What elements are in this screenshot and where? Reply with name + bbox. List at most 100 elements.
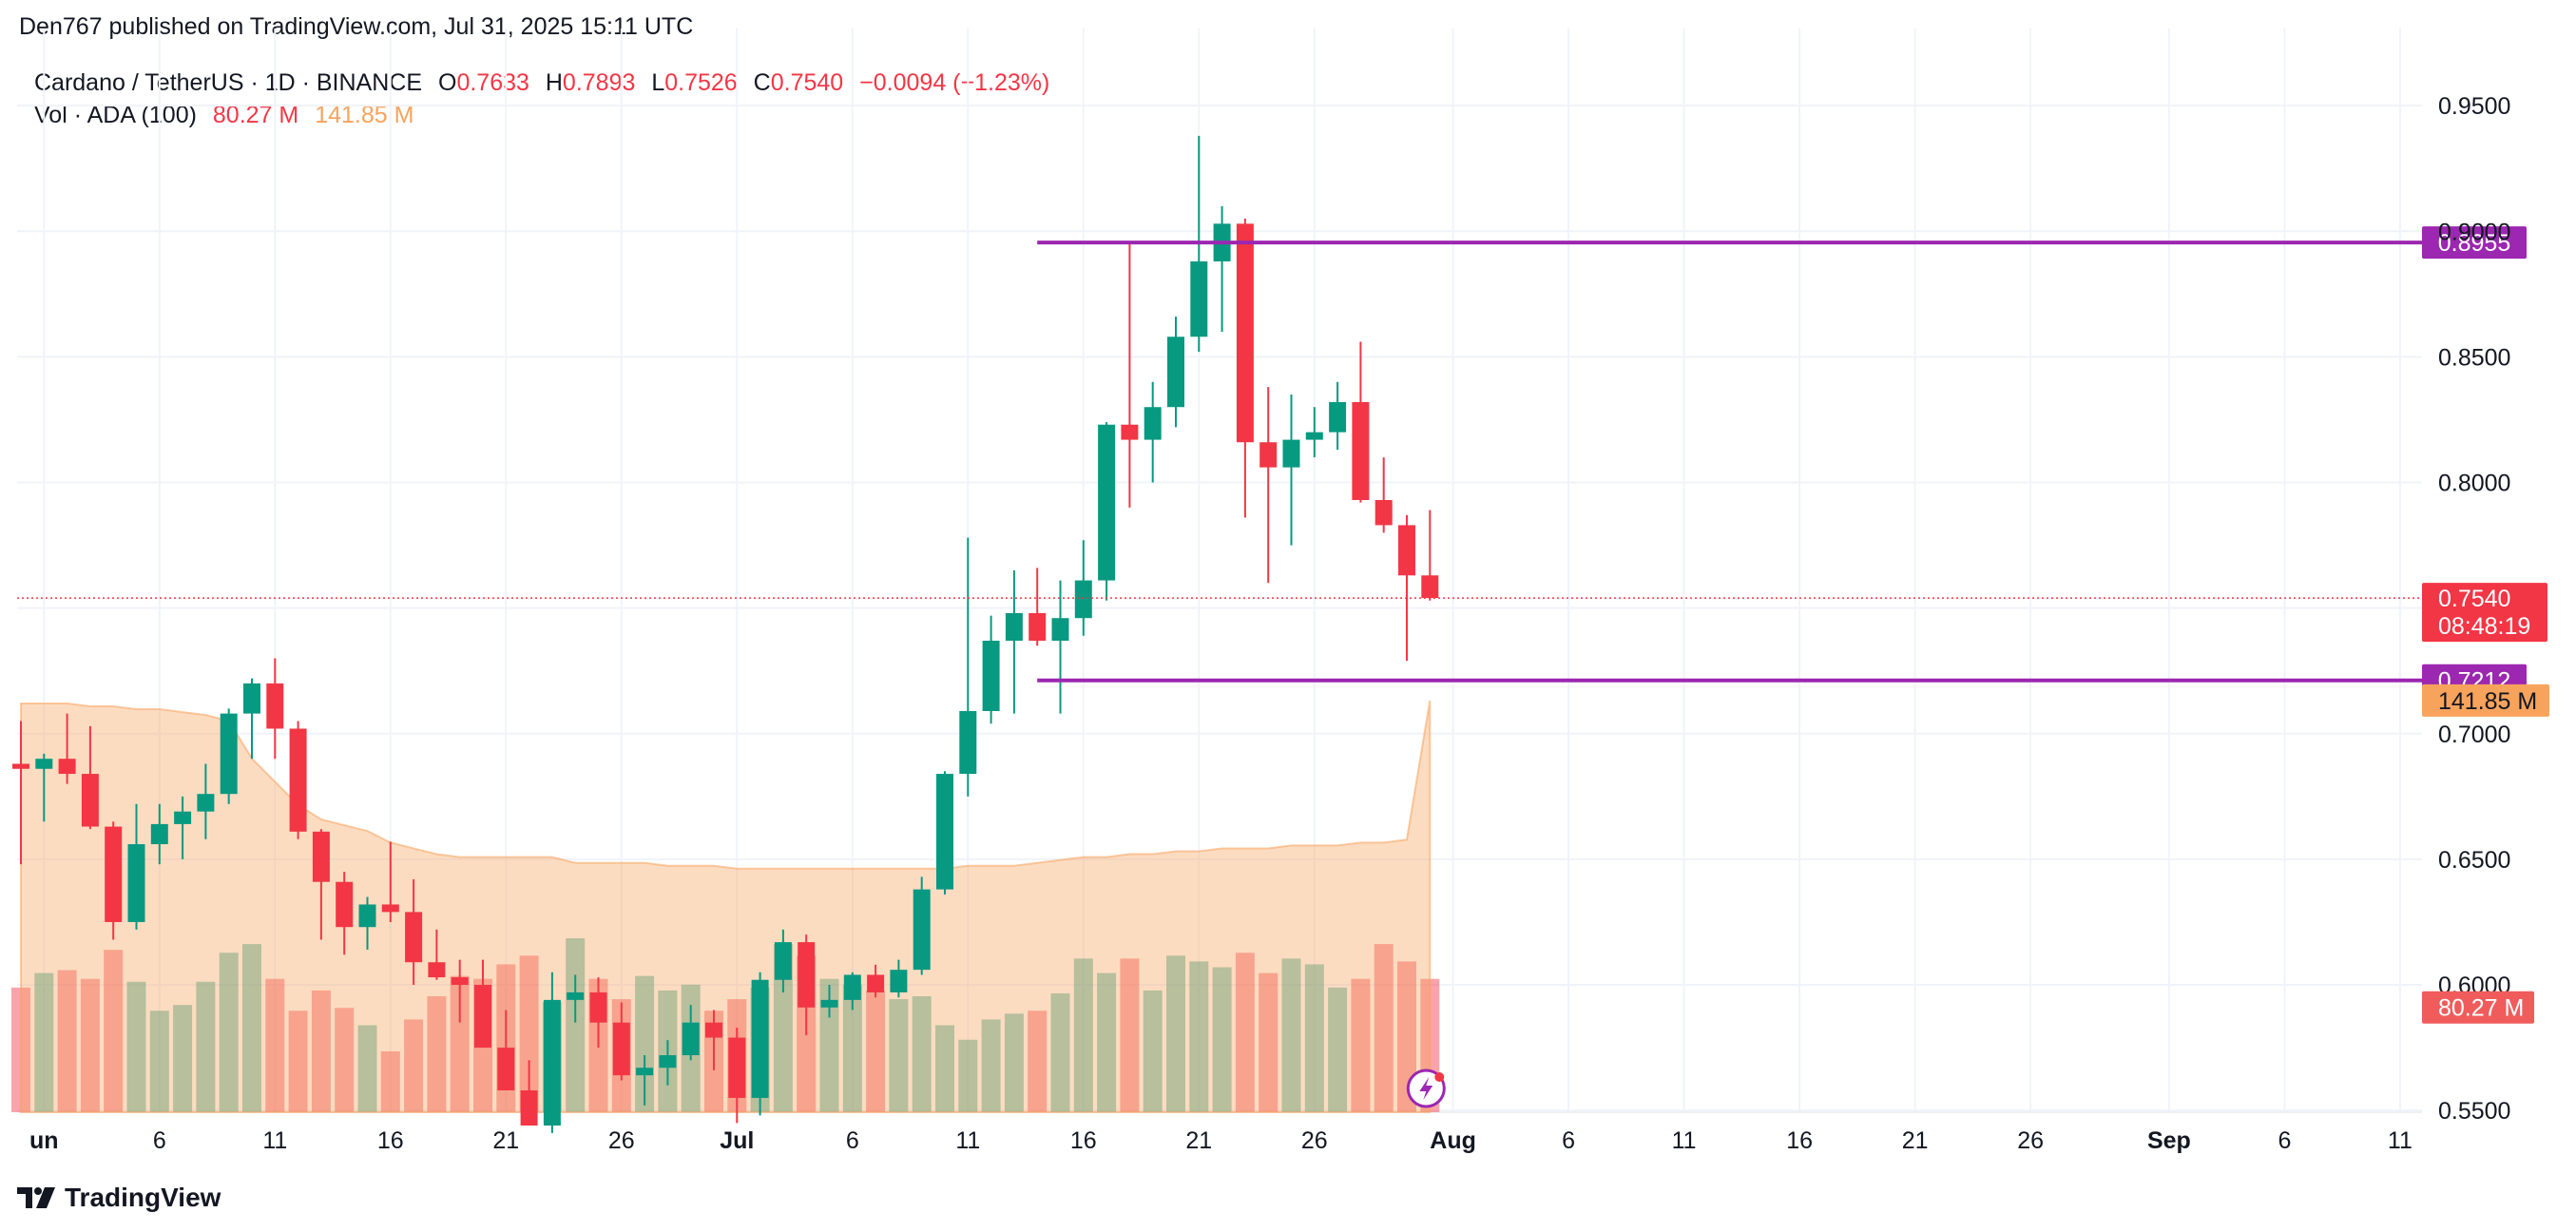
volume-bar bbox=[1351, 978, 1371, 1112]
candle bbox=[12, 721, 29, 865]
candle bbox=[1213, 205, 1231, 332]
candle-body bbox=[266, 683, 284, 729]
candle bbox=[1329, 381, 1347, 451]
volume-bar bbox=[1374, 944, 1394, 1112]
volume-bar bbox=[126, 981, 146, 1112]
time-tick-label: 6 bbox=[153, 1127, 166, 1154]
countdown-label: 08:48:19 bbox=[2438, 613, 2530, 640]
time-tick-label: 26 bbox=[608, 1127, 635, 1154]
candle-body bbox=[81, 774, 99, 827]
candle bbox=[1121, 243, 1139, 508]
candle bbox=[520, 1060, 538, 1126]
candle-body bbox=[105, 826, 123, 922]
grid-lines bbox=[17, 29, 2422, 1112]
time-tick-label: 21 bbox=[1902, 1127, 1929, 1154]
legend-open-value: 0.7633 bbox=[456, 69, 529, 96]
candle-body bbox=[1375, 500, 1393, 526]
candle bbox=[1236, 219, 1254, 518]
candle-body bbox=[798, 942, 816, 1008]
candle bbox=[612, 1002, 630, 1081]
volume-bar bbox=[288, 1011, 308, 1112]
candle bbox=[266, 658, 284, 760]
candle bbox=[1352, 341, 1370, 503]
time-tick-label: 11 bbox=[2388, 1127, 2413, 1154]
candle-body bbox=[336, 881, 354, 928]
candle bbox=[820, 985, 838, 1018]
candle-body bbox=[867, 974, 885, 992]
volume-bar bbox=[196, 981, 216, 1112]
publisher-line: Den767 published on TradingView.com, Jul… bbox=[19, 13, 694, 40]
candle bbox=[682, 1005, 700, 1061]
candle bbox=[81, 725, 99, 830]
candle bbox=[913, 876, 931, 975]
candle bbox=[289, 721, 307, 839]
price-tick-label: 0.9500 bbox=[2438, 93, 2510, 120]
volume-bar bbox=[958, 1039, 978, 1112]
candle-body bbox=[543, 999, 561, 1126]
legend-high-value: 0.7893 bbox=[562, 69, 636, 96]
candle-body bbox=[982, 640, 1000, 711]
volume-bar bbox=[866, 990, 886, 1112]
candle-body bbox=[1352, 401, 1370, 501]
candle bbox=[358, 896, 376, 951]
candle bbox=[959, 537, 977, 797]
volume-bar bbox=[1189, 961, 1209, 1112]
candle bbox=[774, 929, 792, 992]
time-axis: un 6 11 16 21 26 Jul 6 11 16 21 26 Aug 6 11 16 21 26 Sep 6 1… bbox=[29, 1127, 2413, 1154]
volume-bar bbox=[335, 1008, 355, 1112]
candle-body bbox=[1236, 223, 1254, 443]
candle-body bbox=[774, 942, 792, 980]
candle bbox=[474, 959, 491, 1049]
candle-body bbox=[243, 683, 260, 714]
candle-body bbox=[1282, 439, 1300, 468]
volume-tag bbox=[2422, 991, 2534, 1024]
volume-bar bbox=[104, 950, 124, 1112]
price-tick-label: 0.8000 bbox=[2438, 471, 2510, 497]
lightning-bolt bbox=[1419, 1077, 1433, 1100]
volume-ma-area bbox=[20, 700, 1432, 1113]
candle bbox=[243, 678, 260, 760]
candle bbox=[197, 763, 215, 839]
candle bbox=[405, 879, 423, 986]
lightning-badge-icon bbox=[1406, 1068, 1446, 1108]
candle-body bbox=[1190, 260, 1208, 337]
price-tick-label: 0.9000 bbox=[2438, 219, 2510, 245]
candle bbox=[381, 841, 399, 922]
candle-body bbox=[1305, 432, 1323, 440]
candle-body bbox=[1028, 612, 1047, 641]
candle-body bbox=[1051, 618, 1069, 641]
resistance-level-tag bbox=[2422, 226, 2527, 260]
legend-open-label: O bbox=[437, 69, 457, 96]
candle-body bbox=[428, 962, 446, 978]
time-tick-label: Jul bbox=[720, 1127, 754, 1154]
volume-bar bbox=[173, 1005, 193, 1112]
candle-body bbox=[1398, 525, 1415, 576]
candle-body bbox=[1098, 424, 1116, 581]
price-tick-label: 0.6500 bbox=[2438, 847, 2510, 874]
tradingview-logo[interactable]: TradingView bbox=[17, 1183, 221, 1213]
volume-bar bbox=[80, 978, 100, 1112]
candle-body bbox=[705, 1022, 722, 1038]
candle bbox=[1051, 580, 1069, 714]
candle-body bbox=[913, 889, 931, 971]
price-chart[interactable]: 0.89550.72120.95000.90000.85000.80000.75… bbox=[0, 0, 2576, 1179]
candle-body bbox=[636, 1068, 654, 1076]
candle-body bbox=[35, 759, 53, 769]
candle-body bbox=[312, 831, 330, 882]
candle bbox=[1282, 395, 1300, 546]
legend-symbol[interactable]: Cardano / TetherUS · 1D · BINANCE bbox=[34, 69, 423, 96]
volume-bar bbox=[1259, 972, 1278, 1112]
legend-low-value: 0.7526 bbox=[664, 69, 738, 96]
candle-body bbox=[1167, 337, 1184, 408]
volume-bar bbox=[242, 944, 261, 1112]
resistance-level-label: 0.8955 bbox=[2438, 230, 2510, 257]
candle-body bbox=[197, 794, 215, 812]
candle bbox=[105, 821, 123, 940]
candle bbox=[174, 796, 192, 859]
time-tick-label: 6 bbox=[846, 1127, 859, 1154]
time-tick-label: 16 bbox=[1786, 1127, 1813, 1154]
candle-body bbox=[127, 844, 145, 922]
volume-bar bbox=[1281, 958, 1301, 1112]
volume-bar bbox=[1097, 972, 1117, 1112]
candle bbox=[1375, 457, 1393, 533]
